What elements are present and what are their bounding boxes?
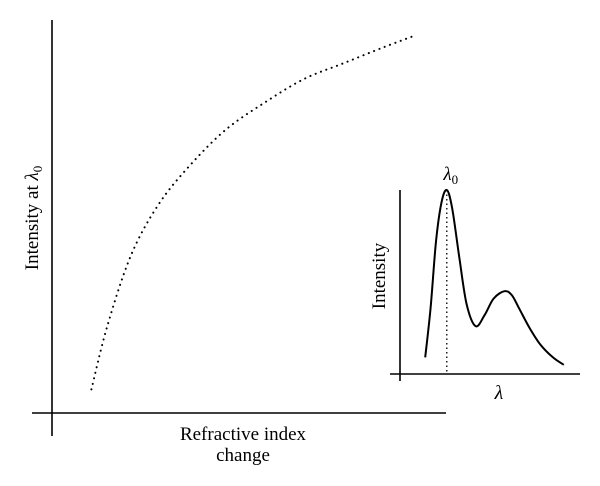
- main-series-line-0: [90, 34, 416, 391]
- inset-peak-label-symbol: λ: [442, 164, 451, 185]
- main-ylabel-subscript: 0: [30, 166, 45, 173]
- main-xlabel-line1: Refractive index: [180, 424, 307, 445]
- inset-ylabel: Intensity: [369, 242, 390, 309]
- main-xlabel-line2: change: [216, 445, 270, 466]
- main-ylabel: Intensity at λ0: [22, 166, 45, 270]
- inset-peak-label: λ0: [442, 164, 458, 187]
- main-ylabel-text: Intensity at: [22, 181, 43, 271]
- main-series: [90, 34, 416, 391]
- inset-peak-label-subscript: 0: [452, 172, 459, 187]
- inset-xlabel: λ: [494, 382, 504, 404]
- main-ylabel-symbol: λ: [22, 172, 43, 181]
- inset-series: [424, 188, 565, 366]
- inset-series-line-0: [424, 188, 565, 366]
